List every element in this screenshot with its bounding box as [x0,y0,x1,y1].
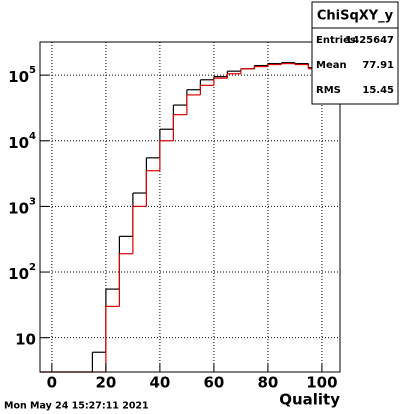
y-tick-base: 10 [8,199,29,217]
y-tick-exponent: 3 [29,196,36,207]
stats-label: RMS [316,85,341,96]
x-tick-label: 20 [95,374,116,392]
stats-label: Mean [316,60,347,71]
stats-value: 77.91 [362,60,394,71]
y-tick-label: 105 [8,65,36,86]
y-tick-base: 10 [8,68,29,86]
stats-value: 1425647 [345,35,394,46]
stats-value: 15.45 [362,85,394,96]
stats-label: Entries [316,35,356,46]
x-tick-label: 80 [257,374,278,392]
y-tick-exponent: 5 [29,65,36,76]
y-tick-base: 10 [15,330,36,348]
y-tick-base: 10 [8,265,29,283]
stats-title: ChiSqXY_y [317,9,394,24]
y-tick-base: 10 [8,133,29,151]
plot-frame [39,41,341,373]
x-tick-label: 0 [47,374,57,392]
y-tick-exponent: 4 [29,131,36,142]
y-tick-label: 102 [8,262,36,283]
x-tick-label: 40 [149,374,170,392]
x-tick-label: 60 [203,374,224,392]
y-tick-label: 103 [8,196,36,217]
y-tick-label: 10 [15,330,36,348]
stats-box [311,1,399,105]
y-tick-label: 104 [8,131,36,152]
y-tick-exponent: 2 [29,262,36,273]
x-axis-title: Quality [279,391,340,409]
timestamp: Mon May 24 15:27:11 2021 [4,401,149,412]
x-tick-label: 100 [306,374,337,392]
